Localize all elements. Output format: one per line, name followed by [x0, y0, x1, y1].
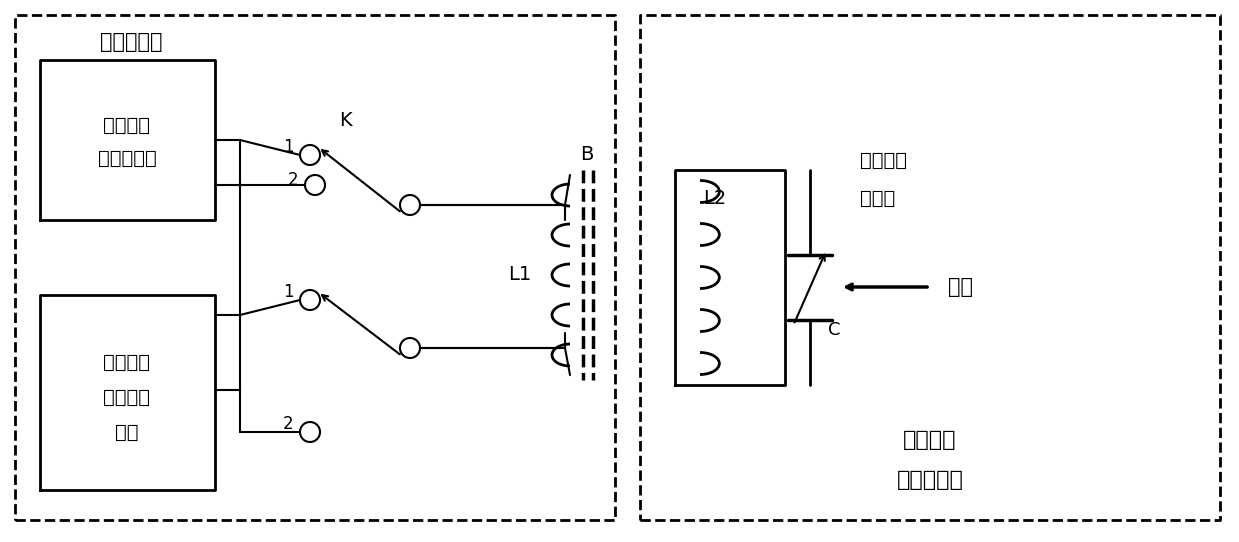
Text: 谐振信号: 谐振信号 [104, 352, 150, 371]
Polygon shape [300, 145, 320, 165]
Text: B: B [580, 145, 593, 165]
Text: 2: 2 [287, 171, 299, 189]
Text: 电容压力: 电容压力 [860, 151, 907, 170]
Text: 无线无源: 无线无源 [903, 430, 957, 450]
Text: 1: 1 [282, 138, 294, 156]
Text: 传感器: 传感器 [860, 189, 896, 208]
Text: 压力传感器: 压力传感器 [897, 470, 964, 490]
Text: L1: L1 [508, 266, 532, 285]
Text: 2: 2 [282, 415, 294, 433]
Text: 信号发生器: 信号发生器 [98, 149, 156, 167]
Text: C: C [828, 321, 840, 339]
Text: L2: L2 [703, 189, 726, 208]
Polygon shape [300, 422, 320, 442]
Text: K: K [338, 111, 352, 130]
Text: 周期测量: 周期测量 [104, 388, 150, 406]
Text: 外部控制器: 外部控制器 [100, 32, 162, 52]
Polygon shape [400, 338, 420, 358]
Text: 1: 1 [282, 283, 294, 301]
Polygon shape [400, 195, 420, 215]
Text: 压力: 压力 [948, 277, 973, 297]
Polygon shape [305, 175, 325, 195]
Text: 脉冲激励: 脉冲激励 [104, 115, 150, 134]
Polygon shape [300, 290, 320, 310]
Text: 电路: 电路 [115, 423, 139, 442]
